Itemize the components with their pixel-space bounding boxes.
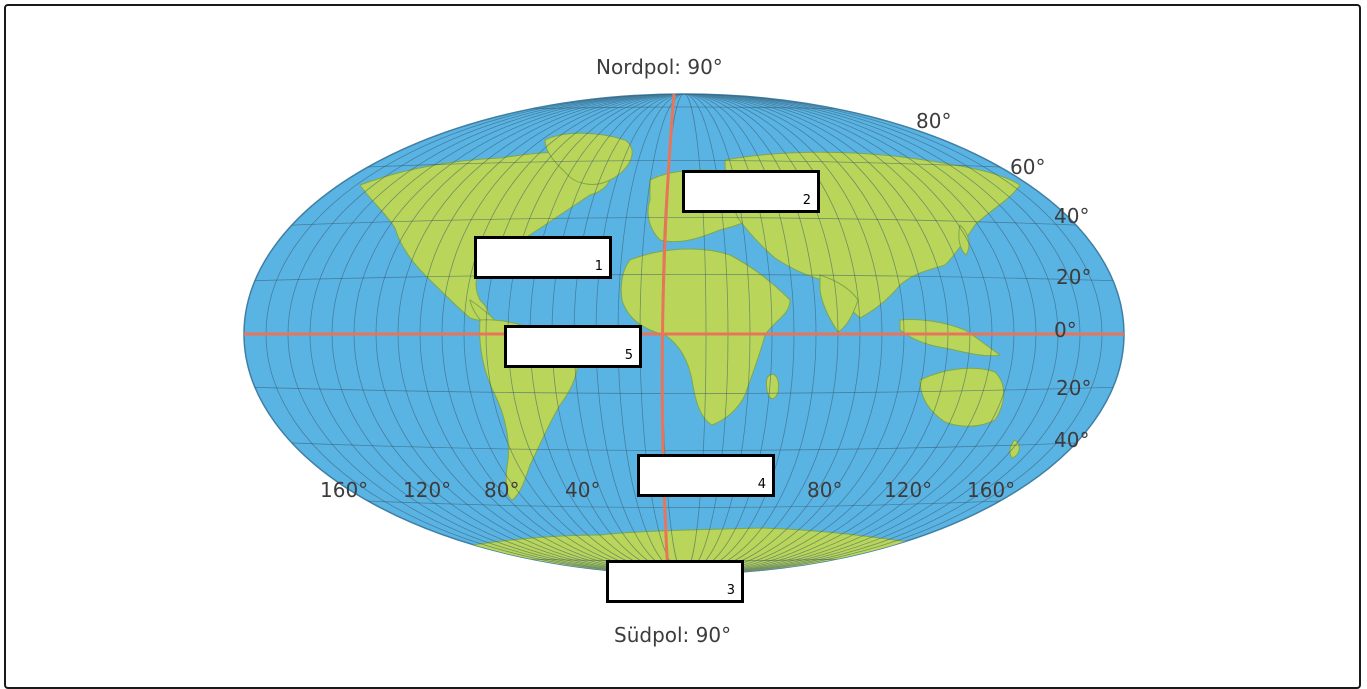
latitude-label-60n: 60° [1010, 155, 1046, 179]
india [819, 274, 859, 333]
madagascar [765, 373, 779, 399]
longitude-label-160w: 160° [320, 478, 369, 502]
longitude-label-120e: 120° [884, 478, 933, 502]
answer-box-number: 5 [624, 348, 633, 363]
answer-box-number: 2 [802, 193, 811, 208]
answer-box-2[interactable]: 2 [682, 170, 820, 213]
japan [958, 224, 970, 256]
latitude-label-20s: 20° [1056, 376, 1092, 400]
latitude-label-40s: 40° [1054, 428, 1090, 452]
latitude-label-20n: 20° [1056, 265, 1092, 289]
answer-box-5[interactable]: 5 [504, 325, 642, 368]
latitude-label-40n: 40° [1054, 204, 1090, 228]
latitude-label-0: 0° [1054, 318, 1077, 342]
longitude-label-120w: 120° [403, 478, 452, 502]
answer-box-1[interactable]: 1 [474, 236, 612, 279]
longitude-label-80e: 80° [807, 478, 843, 502]
answer-box-number: 3 [726, 583, 735, 598]
answer-box-4[interactable]: 4 [637, 454, 775, 497]
latitude-label-80n: 80° [916, 109, 952, 133]
southeast-asia-islands [899, 319, 1002, 357]
prime-meridian-line [660, 93, 676, 575]
answer-box-3[interactable]: 3 [606, 560, 744, 603]
answer-box-number: 1 [594, 259, 603, 274]
longitude-label-160e: 160° [967, 478, 1016, 502]
north-pole-label: Nordpol: 90° [596, 55, 723, 79]
australia [919, 367, 1005, 427]
south-pole-label: Südpol: 90° [614, 623, 732, 647]
longitude-label-80w: 80° [484, 478, 520, 502]
longitude-label-40w: 40° [565, 478, 601, 502]
greenland [544, 132, 633, 185]
answer-box-number: 4 [757, 477, 766, 492]
